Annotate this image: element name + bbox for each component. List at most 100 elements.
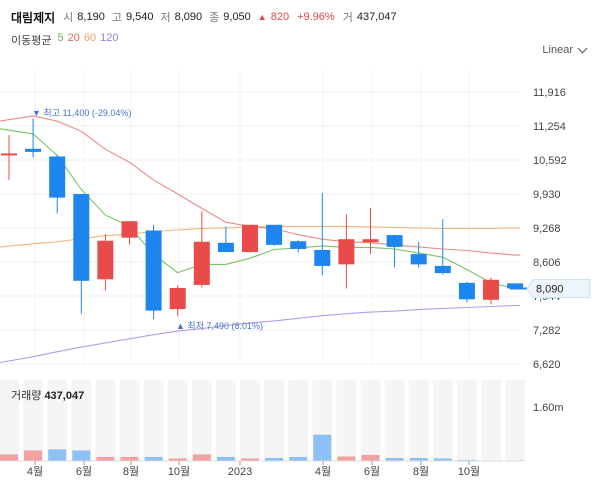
volume-column-bg xyxy=(167,380,188,461)
price-axis: 11,91611,25410,5929,9309,2688,6067,9447,… xyxy=(533,87,567,414)
volume-column-bg xyxy=(288,380,309,461)
time-axis: 4월 6월 8월 10월 2023 4월 6월 8월 10월 xyxy=(0,460,520,478)
candle-body xyxy=(169,287,186,310)
scale-selector-label: Linear xyxy=(542,44,573,56)
candle-body xyxy=(25,148,42,152)
high-label: 고 xyxy=(111,12,122,24)
close-label: 종 xyxy=(209,12,220,24)
volume-column-bg xyxy=(0,380,19,461)
volume-column-bg xyxy=(408,380,429,461)
volume-label: 거 xyxy=(342,12,353,24)
candle-body xyxy=(97,240,114,280)
candle-body xyxy=(290,241,307,249)
volume-tick-label: 1.60m xyxy=(533,402,564,414)
volume-bar xyxy=(409,457,428,461)
moving-average-title: 이동평균 xyxy=(11,35,52,47)
open-value: 8,190 xyxy=(77,11,105,23)
open-label: 시 xyxy=(63,12,74,24)
candles xyxy=(1,118,524,320)
time-tick-label: 8월 xyxy=(413,465,429,478)
candle-body xyxy=(386,235,403,247)
volume-legend-label: 거래량 xyxy=(11,390,42,402)
volume-column-bg xyxy=(264,380,285,461)
candle-body xyxy=(242,224,258,253)
time-tick-label: 4월 xyxy=(27,465,43,478)
volume-bar xyxy=(144,456,163,461)
candle-body xyxy=(49,156,66,198)
volume-column-bg xyxy=(191,380,212,461)
price-tick-label: 6,620 xyxy=(533,359,561,371)
candle-body xyxy=(434,265,451,274)
time-tick-label: 4월 xyxy=(315,465,331,478)
scale-selector[interactable]: Linear xyxy=(542,43,588,56)
volume-bar xyxy=(457,459,476,461)
volume-bars xyxy=(0,434,525,461)
volume-value: 437,047 xyxy=(356,11,397,23)
ma-20-label: 20 xyxy=(67,32,80,44)
candle-body xyxy=(145,230,162,311)
high-value: 9,540 xyxy=(125,11,154,23)
annotations: 8,090 ▼ 최고 11,400 (-29.04%) ▲ 최저 7,490 (8.… xyxy=(32,108,591,331)
volume-bar xyxy=(337,456,356,461)
candle-body xyxy=(483,279,499,300)
volume-legend-value: 437,047 xyxy=(44,390,85,402)
volume-bar xyxy=(48,449,67,461)
current-price-tag xyxy=(526,279,591,299)
price-tick-label: 8,606 xyxy=(533,257,561,269)
time-tick-label: 2023 xyxy=(228,466,252,478)
volume-bar xyxy=(385,457,404,461)
candle-body xyxy=(507,283,524,289)
price-tick-label: 11,254 xyxy=(533,121,566,133)
low-label: 저 xyxy=(160,12,171,24)
time-tick-label: 10월 xyxy=(168,465,190,478)
volume-bar xyxy=(96,456,115,461)
volume-column-bg xyxy=(360,380,381,461)
price-tick-label: 10,592 xyxy=(533,155,567,167)
time-tick-label: 6월 xyxy=(364,465,380,478)
volume-bar xyxy=(120,456,139,461)
candle-body xyxy=(314,249,331,266)
candle-body xyxy=(338,239,355,265)
quote-header: 대림제지 시 8,190 고 9,540 저 8,090 종 9,050 ▲ 8… xyxy=(11,8,400,26)
volume-bar xyxy=(168,458,187,461)
volume-column-bg xyxy=(456,380,477,461)
volume-column-bg xyxy=(95,380,116,461)
volume-column-bg xyxy=(481,380,501,461)
volume-bar xyxy=(433,458,452,461)
price-tick-label: 9,930 xyxy=(533,189,561,201)
current-price-label: 8,090 xyxy=(536,284,564,296)
up-arrow-icon: ▲ xyxy=(257,12,267,22)
candle-body xyxy=(410,254,427,265)
candle-body xyxy=(458,282,475,300)
volume-bar xyxy=(0,454,18,461)
candle-body xyxy=(73,194,90,281)
change-value: 820 xyxy=(270,11,290,23)
volume-column-bg xyxy=(505,380,526,461)
close-value: 9,050 xyxy=(223,11,251,23)
ma-60-label: 60 xyxy=(83,32,97,44)
price-tick-label: 9,268 xyxy=(533,223,561,235)
moving-average-legend[interactable]: 이동평균 5 20 60 120 xyxy=(11,32,118,48)
candle-body xyxy=(217,242,234,253)
time-tick-label: 6월 xyxy=(76,465,92,478)
volume-column-bg xyxy=(71,380,92,461)
volume-bar xyxy=(361,454,380,461)
volume-column-bg xyxy=(119,380,140,461)
volume-column-bg xyxy=(23,380,44,461)
volume-legend: 거래량 437,047 xyxy=(11,387,84,403)
ma5-line xyxy=(0,128,520,290)
volume-bar xyxy=(289,456,308,461)
ma120-line xyxy=(0,304,520,364)
candle-body xyxy=(1,153,17,156)
price-tick-label: 11,916 xyxy=(533,87,566,99)
time-tick-label: 8월 xyxy=(123,465,139,478)
candle-body xyxy=(121,221,138,238)
ma-5-label: 5 xyxy=(57,32,64,44)
volume-column-bg xyxy=(240,380,260,461)
volume-column-bg xyxy=(432,380,453,461)
volume-column-bg xyxy=(384,380,405,461)
high-annotation: ▼ 최고 11,400 (-29.04%) xyxy=(32,108,131,118)
candle-body xyxy=(266,224,283,245)
low-value: 8,090 xyxy=(174,11,203,23)
